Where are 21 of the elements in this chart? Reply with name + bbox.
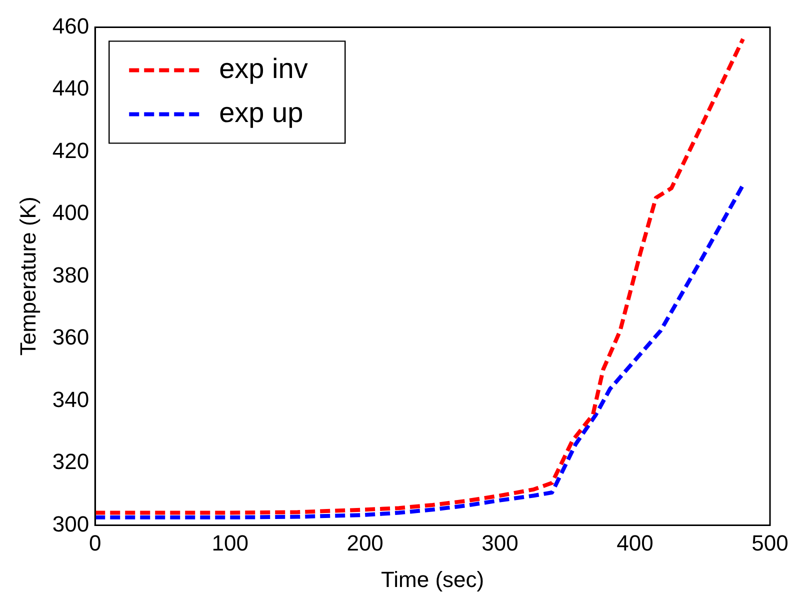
y-tick-label: 380 — [52, 262, 90, 288]
x-tick-label: 400 — [616, 530, 654, 556]
legend-label: exp up — [219, 96, 304, 128]
line-series — [95, 37, 746, 515]
x-tick-label: 100 — [212, 530, 248, 556]
line-series — [95, 183, 746, 520]
y-tick-label: 360 — [52, 324, 90, 350]
x-tick-label: 300 — [482, 530, 518, 556]
y-tick-label: 440 — [52, 76, 90, 101]
legend-label: exp inv — [219, 52, 308, 84]
x-tick-label: 0 — [88, 530, 102, 556]
y-tick-label: 340 — [52, 386, 90, 412]
y-tick-label: 420 — [52, 138, 90, 163]
x-tick-label: 500 — [752, 530, 788, 556]
y-tick-label: 320 — [52, 449, 90, 474]
x-axis-title: Time (sec) — [381, 566, 484, 592]
x-tick-label: 200 — [346, 530, 384, 556]
y-tick-label: 460 — [52, 13, 90, 38]
y-tick-label: 300 — [52, 511, 90, 536]
y-axis-title: Temperature (K) — [15, 196, 40, 356]
y-tick-label: 400 — [52, 200, 90, 226]
